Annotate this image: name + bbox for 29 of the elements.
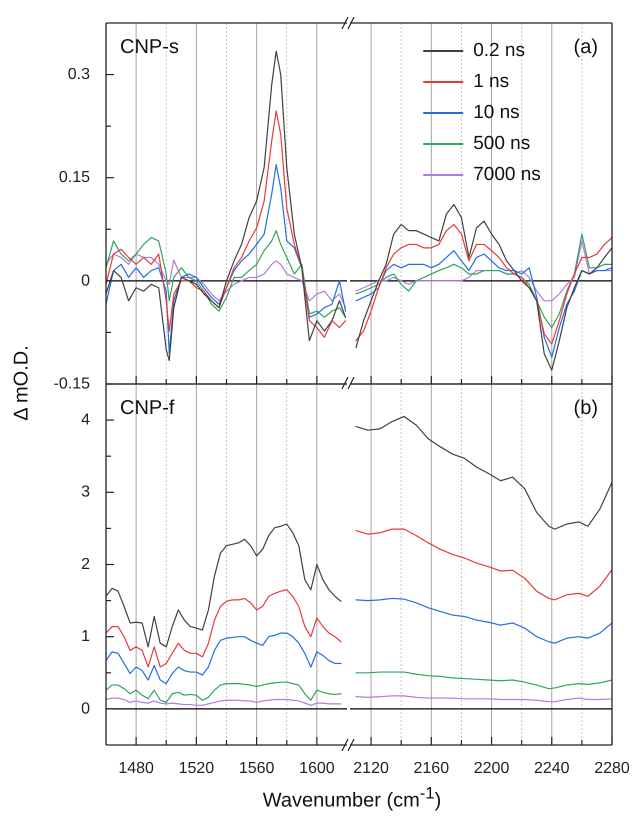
- annotation: (b): [574, 397, 598, 419]
- x-tick-label: 2160: [414, 760, 450, 778]
- y-tick-label: 0.15: [58, 169, 90, 186]
- x-axis-title: Wavenumber (cm$^{-1}$): [262, 784, 442, 812]
- y-tick-label: 3: [81, 484, 90, 501]
- x-tick-label: 1560: [238, 760, 275, 778]
- y-tick-label: 0.3: [68, 66, 90, 83]
- y-tick-label: 0: [81, 700, 90, 718]
- y-tick-label: 2: [81, 556, 90, 573]
- legend-label: 7000 ns: [473, 163, 541, 187]
- x-tick-label: 1520: [178, 760, 214, 778]
- x-tick-label: 2280: [594, 760, 630, 778]
- legend-label: 10 ns: [473, 101, 520, 125]
- annotation: (a): [574, 36, 598, 58]
- y-tick-label: -0.15: [54, 375, 90, 392]
- x-tick-label: 2200: [474, 760, 510, 778]
- legend-label: 500 ns: [473, 132, 530, 156]
- annotation: CNP-f: [120, 397, 175, 419]
- x-tick-label: 2240: [534, 760, 570, 778]
- legend-label: 0.2 ns: [473, 39, 525, 63]
- y-tick-label: 4: [81, 412, 90, 429]
- y-tick-label: 1: [81, 628, 90, 646]
- y-tick-label: 0: [81, 272, 90, 290]
- x-tick-label: 1600: [299, 760, 335, 778]
- annotation: CNP-s: [120, 36, 179, 58]
- y-axis-title: Δ mO.D.: [10, 345, 34, 421]
- x-tick-label: 1480: [118, 760, 154, 778]
- x-tick-label: 2120: [353, 760, 389, 778]
- legend-label: 1 ns: [473, 70, 510, 94]
